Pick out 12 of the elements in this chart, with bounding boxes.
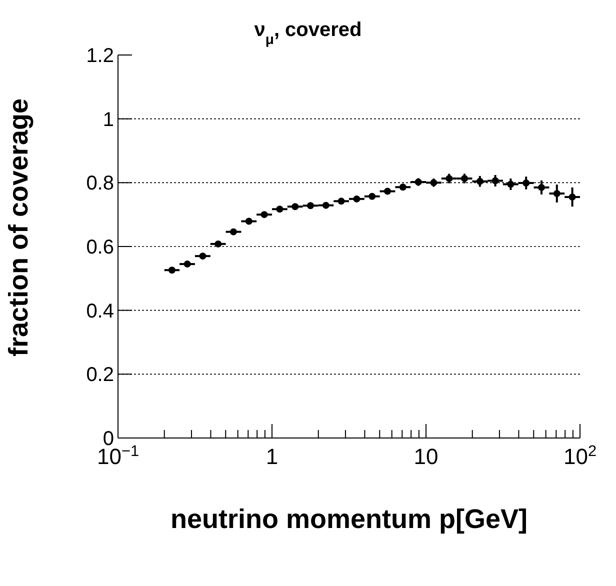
y-tick-label: 0.2 xyxy=(86,364,114,386)
y-tick-label: 0.6 xyxy=(86,236,114,258)
y-axis-title: fraction of coverage xyxy=(4,98,34,356)
y-tick-label: 1 xyxy=(102,108,114,131)
x-axis-title: neutrino momentum p[GeV] xyxy=(170,504,528,534)
y-tick-label: 0.8 xyxy=(86,172,114,195)
y-tick-label: 1.2 xyxy=(86,45,114,67)
x-tick-label: 1 xyxy=(266,444,278,469)
chart-title: ν$_{μ}$, covered xyxy=(254,19,362,47)
y-tick-label: 0.4 xyxy=(86,300,114,322)
x-tick-label: 10$^{2}$ xyxy=(563,442,597,469)
x-tick-label: 10 xyxy=(414,444,438,469)
